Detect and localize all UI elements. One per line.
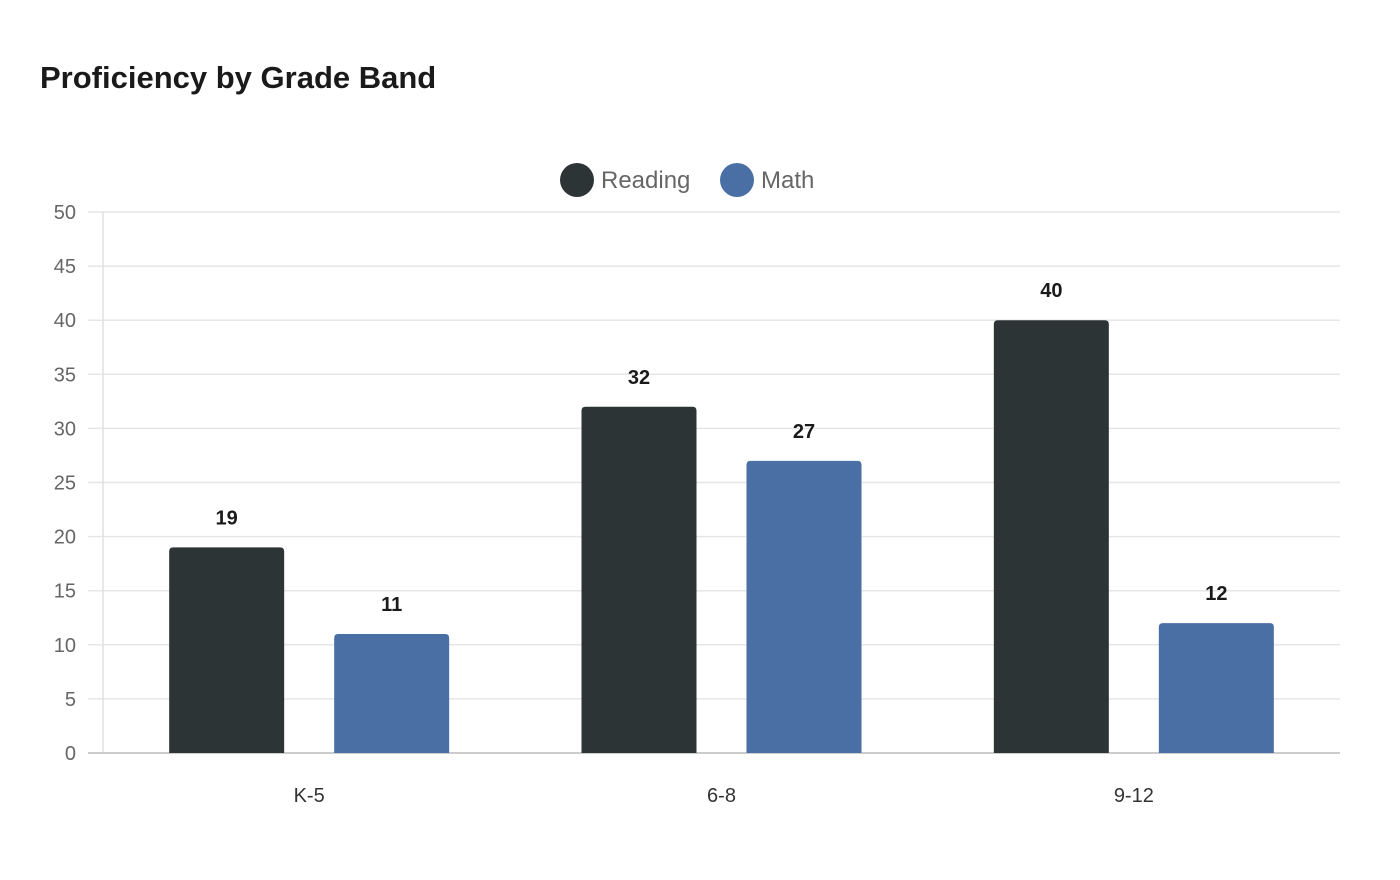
data-label: 11 (381, 594, 402, 616)
bars (169, 320, 1274, 753)
legend-item-math[interactable]: Math (720, 163, 814, 197)
y-tick-label: 15 (54, 581, 76, 603)
x-tick-label: 9-12 (1114, 785, 1154, 807)
chart-title: Proficiency by Grade Band (40, 60, 437, 95)
y-tick-label: 35 (54, 364, 76, 386)
x-tick-label: 6-8 (707, 785, 736, 807)
bar-reading-6-8[interactable] (581, 406, 697, 753)
legend-item-reading[interactable]: Reading (560, 163, 690, 197)
legend-swatch (720, 163, 754, 197)
y-tick-label: 40 (54, 310, 76, 332)
bar-math-k-5[interactable] (334, 633, 450, 753)
y-tick-label: 0 (65, 743, 76, 765)
legend-label: Reading (601, 167, 690, 194)
data-label: 40 (1040, 280, 1062, 302)
bar-reading-k-5[interactable] (169, 547, 285, 753)
legend-label: Math (761, 167, 814, 194)
data-label: 27 (793, 421, 815, 443)
y-tick-label: 20 (54, 527, 76, 549)
y-tick-label: 25 (54, 473, 76, 495)
y-tick-label: 50 (54, 202, 76, 224)
bar-reading-9-12[interactable] (993, 320, 1109, 753)
data-label: 32 (628, 367, 650, 389)
gridlines (88, 211, 1340, 700)
bar-math-9-12[interactable] (1158, 623, 1274, 753)
axes: 0 5 10 15 20 25 30 35 40 45 50 K-5 6-8 9-12 (54, 202, 1340, 807)
x-tick-label: K-5 (294, 785, 325, 807)
data-labels: 19 11 32 27 40 12 (216, 280, 1228, 616)
legend-swatch (560, 163, 594, 197)
legend[interactable]: Reading Math (560, 163, 814, 197)
y-tick-label: 30 (54, 418, 76, 440)
data-label: 19 (216, 507, 238, 529)
y-tick-label: 45 (54, 256, 76, 278)
y-tick-label: 10 (54, 635, 76, 657)
data-label: 12 (1205, 583, 1227, 605)
y-tick-label: 5 (65, 689, 76, 711)
bar-math-6-8[interactable] (746, 460, 862, 753)
